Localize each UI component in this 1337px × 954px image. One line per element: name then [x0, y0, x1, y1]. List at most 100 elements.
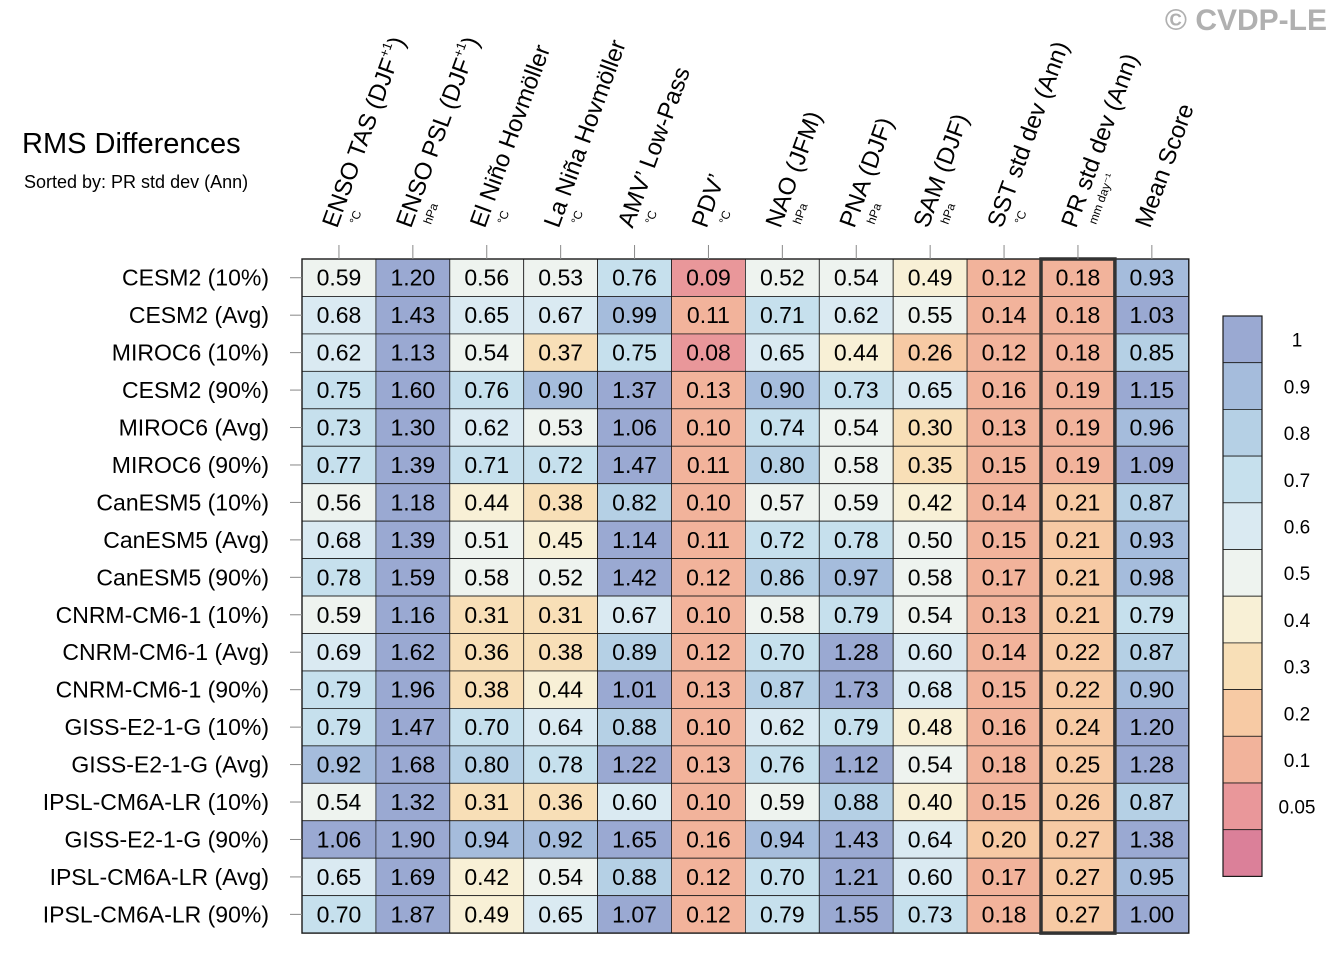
cell-value-label: 1.39 [390, 452, 435, 478]
cell-value-label: 0.11 [687, 452, 730, 478]
colorbar-swatch [1222, 829, 1263, 877]
cell-value-label: 0.59 [760, 789, 805, 815]
column-unit-label: hPa [790, 201, 811, 226]
row-label: MIROC6 (90%) [112, 452, 269, 478]
cell-value-label: 0.44 [538, 677, 583, 703]
heatmap-cell [301, 857, 377, 897]
column-unit-label: hPa [864, 201, 885, 226]
grid-border [301, 258, 1190, 934]
heatmap-cell [892, 595, 968, 634]
cell-value-label: 0.54 [317, 789, 362, 815]
cell-value-label: 0.57 [760, 489, 805, 515]
heatmap-cell [301, 895, 377, 934]
heatmap-cell [523, 857, 599, 897]
cell-value-label: 0.78 [834, 527, 879, 553]
heatmap-cell [301, 408, 377, 447]
colorbar-label: 0.4 [1284, 611, 1311, 632]
cell-value-label: 0.21 [1056, 489, 1101, 515]
heatmap-cell [745, 670, 820, 709]
cell-value-label: 0.11 [687, 527, 730, 553]
cell-value-label: 1.43 [834, 826, 879, 852]
cell-value-label: 0.71 [464, 452, 509, 478]
cell-value-label: 0.19 [1056, 415, 1101, 441]
cell-value-label: 0.93 [1129, 265, 1174, 291]
colorbar-swatch [1222, 595, 1263, 644]
heatmap-cell [523, 520, 599, 560]
heatmap-cell [966, 895, 1042, 934]
cell-value-label: 0.74 [760, 415, 805, 441]
cell-value-label: 0.56 [464, 265, 509, 291]
row-label: IPSL-CM6A-LR (90%) [43, 901, 269, 927]
heatmap-cell [892, 782, 968, 822]
heatmap-cell [523, 483, 599, 522]
heatmap-cell [745, 296, 820, 335]
heatmap-cell [375, 745, 451, 784]
heatmap-cell [966, 333, 1042, 372]
heatmap-cell [449, 745, 525, 784]
colorbar-label: 0.6 [1284, 518, 1310, 539]
column-unit: °C [1012, 208, 1030, 226]
cell-value-label: 1.15 [1129, 377, 1174, 403]
column-unit-label: hPa [421, 201, 442, 226]
cell-value-label: 0.62 [834, 302, 879, 328]
heatmap-cell [818, 520, 894, 560]
cell-value-label: 0.70 [760, 639, 805, 665]
cell-value-label: 0.54 [538, 864, 583, 890]
heatmap-cell [966, 595, 1042, 634]
colorbar-label: 0.1 [1284, 751, 1310, 772]
cell-value-label: 0.85 [1129, 340, 1174, 366]
heatmap-cell [449, 857, 525, 897]
cell-value-label: 0.59 [317, 265, 362, 291]
cell-value-label: 0.54 [908, 752, 953, 778]
cell-value-label: 0.10 [686, 714, 731, 740]
cell-value-label: 1.37 [612, 377, 657, 403]
heatmap-cell [892, 633, 968, 672]
cell-value-label: 0.26 [1056, 789, 1101, 815]
row-label: GISS-E2-1-G (90%) [65, 826, 270, 852]
column-header: ENSO PSL (DJF+1) [391, 33, 485, 231]
heatmap-cell [523, 895, 599, 934]
heatmap-cell [523, 820, 599, 859]
heatmap-cell [301, 333, 377, 372]
cell-value-label: 1.47 [612, 452, 657, 478]
column-header: ENSO TAS (DJF+1) [317, 33, 411, 231]
cell-value-label: 0.55 [908, 302, 953, 328]
cell-value-label: 0.16 [686, 826, 731, 852]
cell-value-label: 0.12 [982, 340, 1027, 366]
heatmap-cell [892, 333, 968, 372]
colorbar-swatch [1222, 689, 1263, 737]
cell-value-label: 0.12 [686, 564, 731, 590]
cell-value-label: 0.21 [1056, 602, 1101, 628]
heatmap-cell [671, 333, 746, 372]
cell-value-label: 1.28 [834, 639, 879, 665]
heatmap-cell [523, 333, 599, 372]
cell-value-label: 1.73 [834, 677, 879, 703]
heatmap-cell [375, 483, 451, 522]
cell-value-label: 0.25 [1056, 752, 1101, 778]
heatmap-cell [671, 520, 746, 560]
cell-value-label: 0.14 [982, 302, 1027, 328]
cell-value-label: 0.78 [538, 752, 583, 778]
column-unit: hPa [864, 201, 885, 226]
cell-value-label: 0.76 [464, 377, 509, 403]
column-header-label: La Niña Hovmöller [539, 36, 632, 231]
heatmap-cell [375, 857, 451, 897]
cell-value-label: 0.13 [686, 377, 731, 403]
cell-value-label: 0.27 [1056, 901, 1101, 927]
heatmap-cell [449, 895, 525, 934]
heatmap-cell [671, 895, 746, 934]
cell-value-label: 0.70 [317, 901, 362, 927]
heatmap-cell [966, 370, 1042, 410]
colorbar-swatch [1222, 735, 1263, 784]
cell-value-label: 0.14 [982, 489, 1027, 515]
heatmap-cell [449, 370, 525, 410]
heatmap-cell [671, 633, 746, 672]
cell-value-label: 0.52 [760, 265, 805, 291]
heatmap-cell [745, 370, 820, 410]
heatmap-cell [671, 857, 746, 897]
cell-value-label: 1.07 [612, 901, 657, 927]
heatmap-cell [1040, 670, 1116, 709]
cell-value-label: 0.22 [1056, 677, 1101, 703]
heatmap-cell [449, 670, 525, 709]
